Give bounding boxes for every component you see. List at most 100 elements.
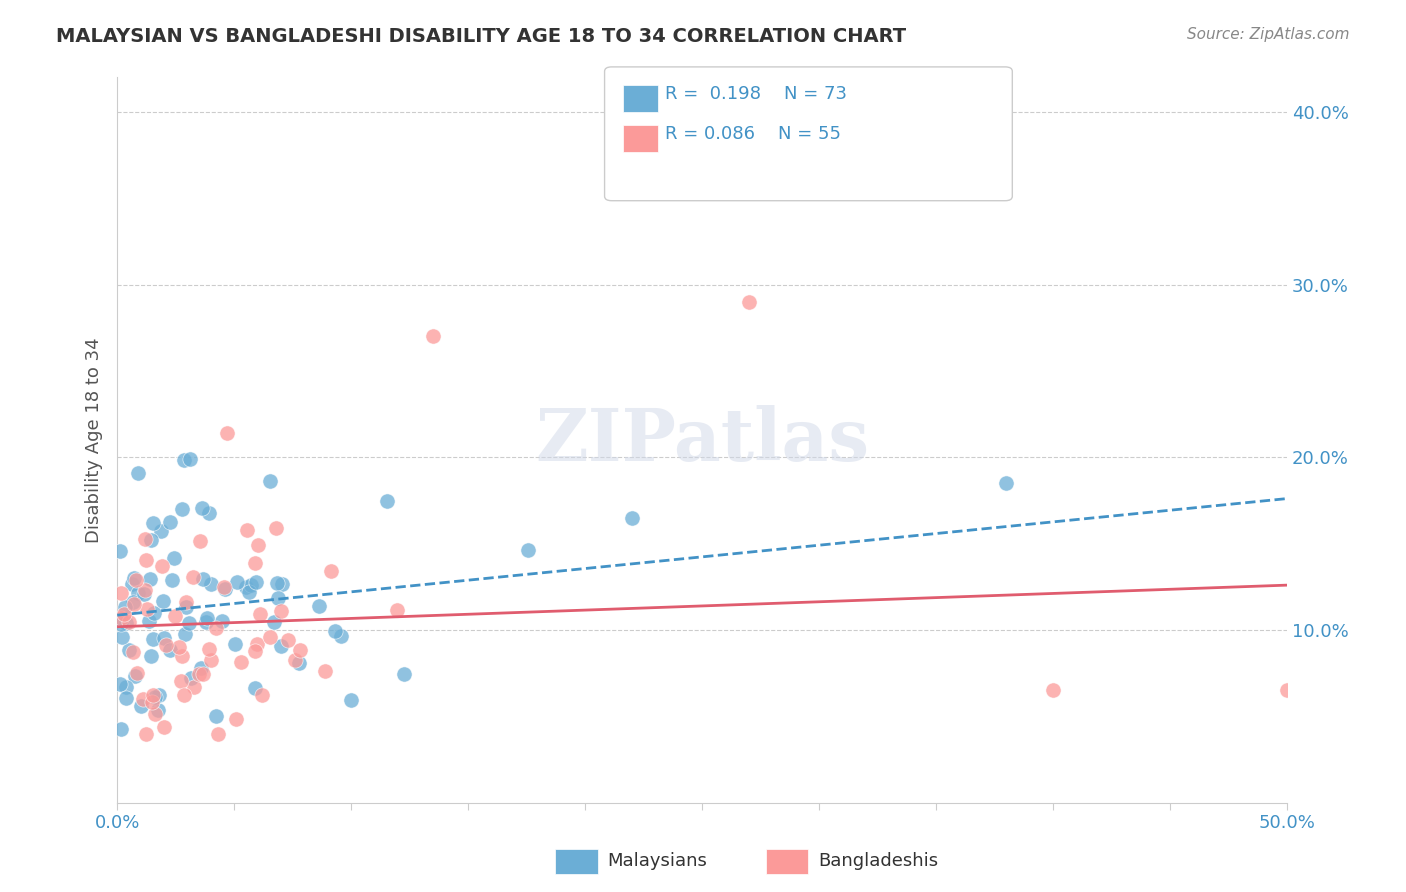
Point (212, 580, 235, 594)
Point (129, 698, 152, 713)
Point (127, 466, 149, 480)
Point (207, 726, 229, 740)
Point (259, 630, 281, 644)
Point (267, 591, 290, 605)
Point (224, 637, 246, 651)
Point (183, 570, 205, 584)
Text: MALAYSIAN VS BANGLADESHI DISABILITY AGE 18 TO 34 CORRELATION CHART: MALAYSIAN VS BANGLADESHI DISABILITY AGE … (56, 27, 907, 45)
Point (995, 476, 1018, 491)
Point (231, 655, 253, 669)
Point (180, 671, 202, 685)
Point (153, 720, 176, 734)
Point (148, 688, 170, 702)
Point (150, 558, 173, 573)
Point (259, 474, 281, 488)
Point (173, 627, 195, 641)
Point (141, 695, 163, 709)
Point (270, 604, 292, 618)
Point (198, 642, 221, 657)
Point (124, 669, 146, 683)
Point (198, 506, 221, 520)
Point (111, 630, 134, 644)
Point (245, 574, 267, 589)
Point (325, 624, 347, 638)
Point (200, 652, 222, 666)
Point (194, 615, 217, 629)
Point (136, 602, 159, 616)
Point (183, 680, 205, 694)
Point (204, 709, 226, 723)
Point (288, 656, 311, 670)
Point (115, 690, 138, 705)
Point (108, 544, 131, 558)
Point (159, 643, 181, 657)
Point (142, 688, 165, 702)
Point (139, 648, 162, 663)
Point (250, 689, 273, 703)
Point (195, 611, 218, 625)
Point (288, 643, 311, 657)
Point (127, 586, 149, 600)
Text: R = 0.086    N = 55: R = 0.086 N = 55 (665, 125, 841, 143)
Point (392, 667, 415, 681)
Point (167, 640, 190, 654)
Point (226, 574, 249, 589)
Text: R =  0.198    N = 73: R = 0.198 N = 73 (665, 85, 846, 103)
Point (308, 599, 330, 614)
Point (243, 644, 266, 658)
Point (377, 494, 399, 508)
Point (245, 681, 267, 695)
Point (122, 645, 145, 659)
Point (141, 533, 163, 547)
Point (117, 643, 139, 657)
Point (217, 426, 239, 441)
Point (385, 602, 408, 616)
Point (121, 595, 143, 609)
Point (110, 723, 132, 737)
Point (152, 594, 174, 608)
Point (134, 587, 156, 601)
Point (110, 586, 132, 600)
Point (263, 615, 285, 629)
Point (319, 564, 342, 578)
Point (270, 640, 292, 654)
Point (193, 573, 215, 587)
Point (143, 690, 166, 705)
Point (236, 523, 259, 537)
Point (271, 576, 294, 591)
Point (170, 649, 193, 664)
Point (142, 632, 165, 646)
Point (246, 637, 269, 651)
Point (173, 453, 195, 467)
Point (173, 688, 195, 702)
Point (153, 632, 176, 646)
Point (115, 615, 138, 630)
Point (422, 329, 444, 343)
Point (121, 577, 143, 591)
Point (142, 516, 165, 531)
Point (170, 501, 193, 516)
Point (191, 501, 214, 516)
Point (179, 452, 201, 467)
Point (174, 595, 197, 609)
Point (110, 611, 132, 625)
Point (122, 597, 145, 611)
Point (738, 294, 761, 309)
Point (1275, 683, 1298, 698)
Point (160, 573, 183, 587)
Point (211, 614, 233, 628)
Point (132, 692, 155, 706)
Point (174, 599, 197, 614)
Point (340, 693, 363, 707)
Point (139, 573, 162, 587)
Point (264, 521, 287, 535)
Text: Source: ZipAtlas.com: Source: ZipAtlas.com (1187, 27, 1350, 42)
Point (284, 653, 307, 667)
Point (235, 580, 257, 594)
Point (155, 638, 177, 652)
Point (247, 538, 270, 552)
Point (138, 614, 160, 628)
Point (191, 666, 214, 681)
Point (266, 576, 288, 591)
Point (112, 607, 135, 621)
